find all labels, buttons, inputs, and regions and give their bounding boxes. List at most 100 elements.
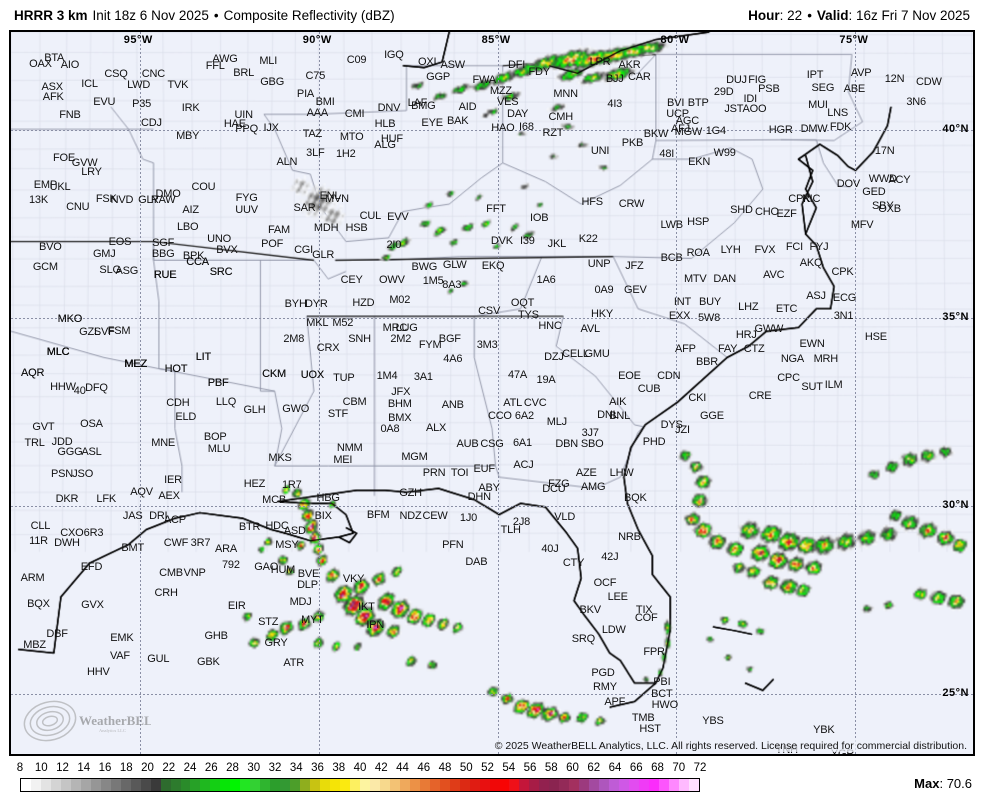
station-id-label: MFV	[850, 219, 874, 231]
station-id-label: TLH	[500, 524, 521, 536]
station-id-label: BVO	[38, 241, 62, 253]
station-id-label: 42J	[601, 551, 619, 563]
station-id-label: SRC	[209, 266, 233, 278]
station-id-label: BCB	[660, 252, 683, 264]
station-id-label: EYW	[588, 753, 613, 754]
colorbar-swatch	[688, 779, 699, 791]
station-id-label: EKQ	[481, 260, 505, 272]
station-id-label: GLR	[312, 249, 335, 261]
station-id-label: FWA	[472, 74, 496, 86]
station-id-label: EYE	[421, 117, 443, 129]
station-id-label: DRI	[149, 510, 168, 522]
station-id-label: C09	[346, 54, 367, 66]
station-id-label: CTY	[562, 557, 585, 569]
station-id-label: K22	[578, 233, 598, 245]
station-id-label: MEZ	[124, 358, 147, 370]
station-id-label: MLC	[46, 346, 70, 358]
station-id-label: MLC	[46, 346, 70, 358]
station-id-label: BBR	[696, 356, 719, 368]
station-id-label: GGG	[57, 446, 83, 458]
colorbar-swatch	[320, 779, 331, 791]
radar-map[interactable]: 95°W 90°W 85°W 80°W 75°W 40°N 35°N 30°N 25°N OAX…	[9, 30, 975, 756]
station-id-label: CDJ	[140, 117, 162, 129]
station-id-label: POF	[261, 238, 284, 250]
colorbar-swatch	[290, 779, 301, 791]
station-id-label: SHD	[730, 204, 753, 216]
colorbar-swatch	[310, 779, 321, 791]
forecast-hour-value: : 22	[779, 7, 803, 23]
station-id-label: AQR	[20, 367, 45, 379]
station-id-label: CCO	[487, 410, 512, 422]
station-id-label: LNS	[827, 107, 848, 119]
station-id-label: 1H2	[335, 148, 356, 160]
colorbar-swatch	[40, 779, 51, 791]
colorbar-swatch	[200, 779, 211, 791]
colorbar-tick: 56	[523, 762, 537, 774]
station-id-label: BJJ	[605, 73, 624, 85]
station-id-label: BBG	[151, 248, 175, 260]
station-id-label: AIZ	[182, 204, 199, 216]
colorbar-swatch	[599, 779, 610, 791]
station-id-label: 2J8	[512, 516, 531, 528]
colorbar-swatch	[659, 779, 669, 791]
colorbar-swatch	[21, 779, 31, 791]
station-id-label: PSB	[758, 83, 780, 95]
station-id-label: BYH	[284, 298, 307, 310]
station-id-label: 6A1	[512, 437, 532, 449]
valid-time-label: Valid	[816, 7, 849, 23]
station-id-label: YBS	[702, 715, 724, 727]
colorbar-gradient[interactable]	[20, 778, 700, 792]
station-id-label: SRQ	[571, 633, 595, 645]
colorbar-tick: 34	[289, 762, 303, 774]
station-id-label: MKL	[306, 317, 329, 329]
station-id-label: LBO	[176, 221, 199, 233]
station-id-label: 2M2	[390, 333, 412, 345]
colorbar-tick: 66	[629, 762, 643, 774]
colorbar-tick-labels: 8 10 12 14 16 18 20 22 24 26 28 30 32 34 36 38 40 42 44 46 4…	[17, 762, 707, 777]
station-id-label: SAR	[293, 202, 316, 214]
station-id-label: UNI	[590, 145, 610, 157]
longitude-label: 75°W	[839, 34, 869, 46]
station-id-label: ACY	[888, 174, 911, 186]
station-id-label: LIT	[195, 351, 212, 363]
station-id-label: BTA	[44, 52, 65, 64]
station-id-label: AEX	[158, 490, 180, 502]
colorbar-swatch	[230, 779, 241, 791]
station-id-label: 47A	[508, 369, 528, 381]
station-id-label: DVK	[490, 235, 513, 247]
station-id-label: AVP	[850, 67, 872, 79]
station-id-label: JAS	[122, 510, 143, 522]
station-id-label: LPR	[589, 56, 611, 68]
station-id-label: JDD	[51, 436, 73, 448]
station-id-label: IRK	[181, 102, 200, 114]
station-id-label: 3N1	[833, 310, 854, 322]
station-id-label: NRB	[618, 531, 641, 543]
station-id-label: VES	[497, 96, 519, 108]
graticule-meridian	[318, 32, 320, 754]
colorbar-tick: 68	[651, 762, 664, 774]
station-id-label: FSK	[95, 193, 117, 205]
station-id-label: IKT	[358, 601, 375, 613]
station-id-label: 1R7	[281, 479, 302, 491]
station-id-label: 17N	[874, 145, 895, 157]
station-id-label: ACP	[163, 514, 186, 526]
station-id-label: MEI	[333, 454, 353, 466]
station-id-label: IOB	[529, 212, 549, 224]
colorbar-swatch	[260, 779, 271, 791]
station-id-label: AID	[458, 101, 477, 113]
station-id-label: TVK	[167, 79, 189, 91]
graticule-parallel	[11, 505, 973, 507]
forecast-hour-label: Hour	[748, 7, 780, 23]
station-id-label: LDW	[601, 624, 626, 636]
colorbar-tick: 28	[226, 762, 239, 774]
colorbar-swatch	[569, 779, 580, 791]
station-id-label: 4I3	[607, 98, 623, 110]
station-id-label: MLI	[259, 55, 278, 67]
colorbar-swatch	[220, 779, 231, 791]
station-id-label: GZL	[79, 326, 100, 338]
station-id-label: FPR	[643, 646, 665, 658]
station-id-label: BKW	[643, 128, 669, 140]
station-id-label: MTO	[339, 131, 364, 143]
colorbar-swatch	[649, 779, 659, 791]
graticule-meridian	[676, 32, 678, 754]
